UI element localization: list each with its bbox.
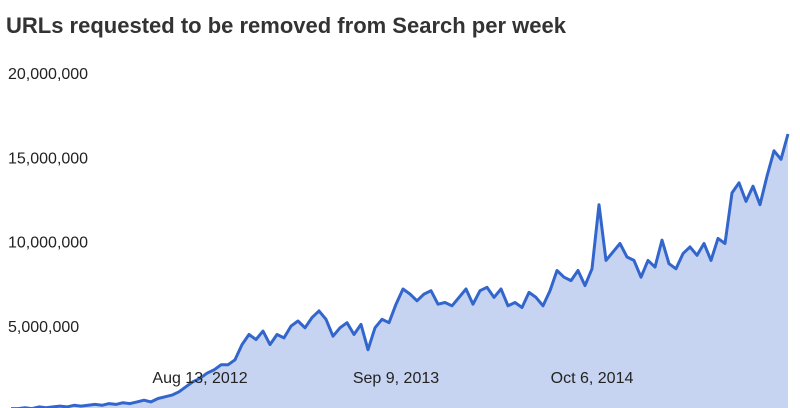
y-tick-label: 20,000,000	[8, 66, 88, 83]
area-fill	[23, 134, 788, 408]
y-tick-label: 10,000,000	[8, 235, 88, 252]
y-tick-label: 15,000,000	[8, 150, 88, 167]
x-tick-label: Aug 13, 2012	[152, 370, 247, 387]
x-tick-label: Oct 6, 2014	[551, 370, 634, 387]
chart-title: URLs requested to be removed from Search…	[6, 13, 567, 38]
x-tick-label: Sep 9, 2013	[353, 370, 439, 387]
y-tick-label: 5,000,000	[8, 319, 79, 336]
line	[11, 133, 790, 408]
